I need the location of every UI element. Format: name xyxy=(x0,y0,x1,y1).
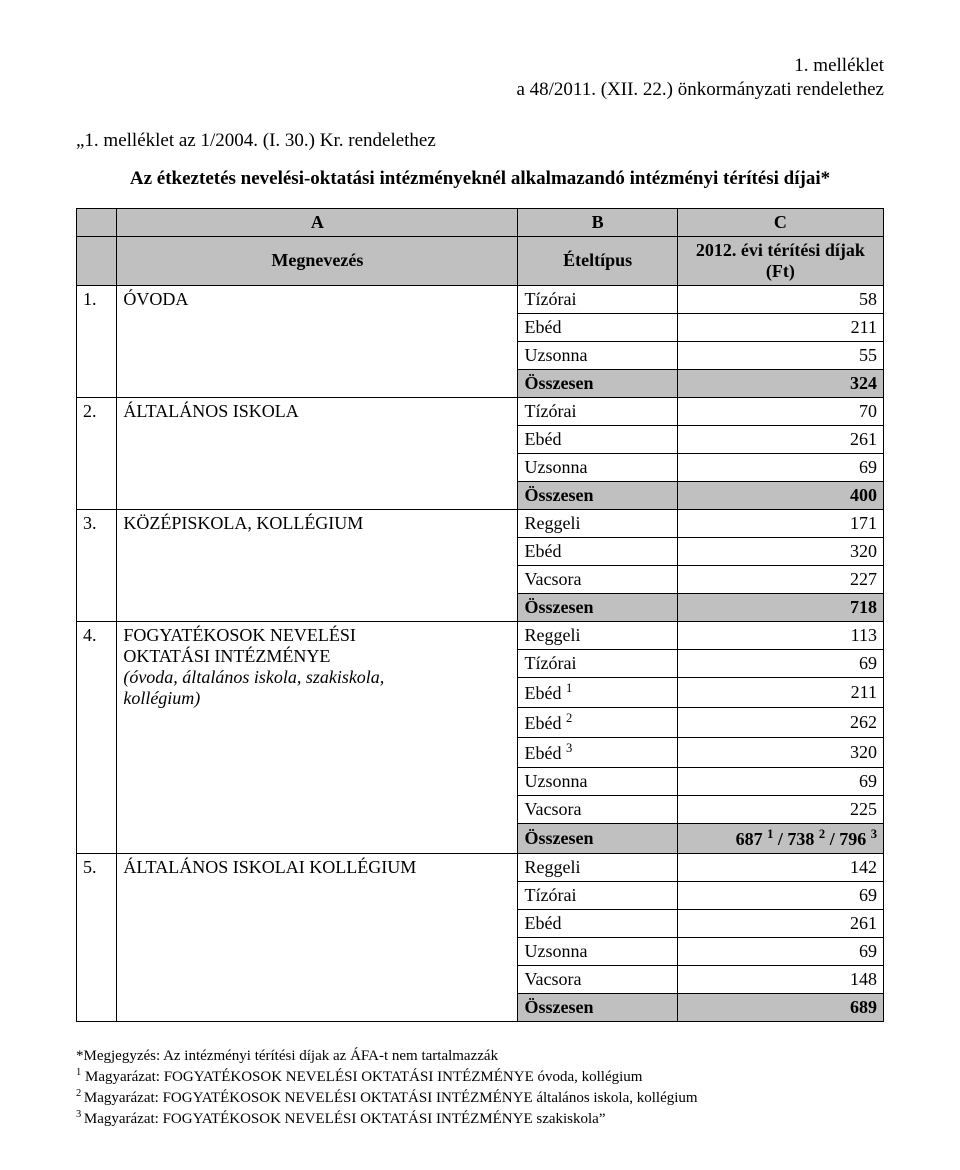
section-number: 5. xyxy=(77,853,117,1021)
meal-type: Uzsonna xyxy=(518,767,677,795)
meal-value: 70 xyxy=(677,397,883,425)
section-name: ÓVODA xyxy=(117,285,518,397)
table-header-letters: A B C xyxy=(77,208,884,236)
meal-type: Uzsonna xyxy=(518,937,677,965)
meal-type: Ebéd xyxy=(518,425,677,453)
fee-table: A B C Megnevezés Ételtípus 2012. évi tér… xyxy=(76,208,884,1022)
meal-value: 211 xyxy=(677,313,883,341)
meal-value: 320 xyxy=(677,537,883,565)
meal-type: Reggeli xyxy=(518,509,677,537)
section-name: FOGYATÉKOSOK NEVELÉSI OKTATÁSI INTÉZMÉNY… xyxy=(117,621,518,853)
meal-type: Ebéd 3 xyxy=(518,737,677,767)
meal-value: 261 xyxy=(677,909,883,937)
meal-value: 320 xyxy=(677,737,883,767)
sum-value: 718 xyxy=(677,593,883,621)
footnote-1: 1 Magyarázat: FOGYATÉKOSOK NEVELÉSI OKTA… xyxy=(76,1066,884,1087)
section-name: KÖZÉPISKOLA, KOLLÉGIUM xyxy=(117,509,518,621)
header-value: 2012. évi térítési díjak (Ft) xyxy=(677,236,883,285)
sum-label: Összesen xyxy=(518,993,677,1021)
meal-value: 261 xyxy=(677,425,883,453)
table-header-labels: Megnevezés Ételtípus 2012. évi térítési … xyxy=(77,236,884,285)
section-number: 2. xyxy=(77,397,117,509)
footnote-2: 2 Magyarázat: FOGYATÉKOSOK NEVELÉSI OKTA… xyxy=(76,1087,884,1108)
section-name: ÁLTALÁNOS ISKOLAI KOLLÉGIUM xyxy=(117,853,518,1021)
section-number: 3. xyxy=(77,509,117,621)
document-page: 1. melléklet a 48/2011. (XII. 22.) önkor… xyxy=(0,0,960,1170)
sum-value: 689 xyxy=(677,993,883,1021)
meal-value: 171 xyxy=(677,509,883,537)
sum-label: Összesen xyxy=(518,369,677,397)
sum-label: Összesen xyxy=(518,593,677,621)
footnotes: *Megjegyzés: Az intézményi térítési díja… xyxy=(76,1046,884,1130)
meal-type: Reggeli xyxy=(518,621,677,649)
section-name: ÁLTALÁNOS ISKOLA xyxy=(117,397,518,509)
section-name-line: OKTATÁSI INTÉZMÉNYE xyxy=(123,646,330,666)
meal-type: Vacsora xyxy=(518,565,677,593)
meal-type: Tízórai xyxy=(518,285,677,313)
meal-value: 227 xyxy=(677,565,883,593)
section-name-line: (óvoda, általános iskola, szakiskola, xyxy=(123,667,384,687)
document-title: Az étkeztetés nevelési-oktatási intézmén… xyxy=(76,168,884,190)
meal-value: 69 xyxy=(677,881,883,909)
sum-value: 324 xyxy=(677,369,883,397)
meal-type: Uzsonna xyxy=(518,341,677,369)
meal-type: Uzsonna xyxy=(518,453,677,481)
table-row: 4. FOGYATÉKOSOK NEVELÉSI OKTATÁSI INTÉZM… xyxy=(77,621,884,649)
meal-value: 113 xyxy=(677,621,883,649)
section-name-line: kollégium) xyxy=(123,688,200,708)
footnote-main: *Megjegyzés: Az intézményi térítési díja… xyxy=(76,1046,884,1066)
col-letter-b: B xyxy=(518,208,677,236)
section-number: 1. xyxy=(77,285,117,397)
meal-type: Tízórai xyxy=(518,397,677,425)
meal-value: 148 xyxy=(677,965,883,993)
header-name: Megnevezés xyxy=(117,236,518,285)
table-row: 3. KÖZÉPISKOLA, KOLLÉGIUM Reggeli 171 xyxy=(77,509,884,537)
table-row: 2. ÁLTALÁNOS ISKOLA Tízórai 70 xyxy=(77,397,884,425)
meal-type: Ebéd 2 xyxy=(518,707,677,737)
col-letter-c: C xyxy=(677,208,883,236)
meal-value: 69 xyxy=(677,453,883,481)
document-title-text: Az étkeztetés nevelési-oktatási intézmén… xyxy=(130,168,830,189)
footnote-3: 3 Magyarázat: FOGYATÉKOSOK NEVELÉSI OKTA… xyxy=(76,1108,884,1129)
sum-label: Összesen xyxy=(518,481,677,509)
header-type: Ételtípus xyxy=(518,236,677,285)
quote-reference: „1. melléklet az 1/2004. (I. 30.) Kr. re… xyxy=(76,130,884,152)
sum-value: 687 1 / 738 2 / 796 3 xyxy=(677,823,883,853)
sum-label: Összesen xyxy=(518,823,677,853)
meal-type: Ebéd xyxy=(518,909,677,937)
meal-type: Tízórai xyxy=(518,649,677,677)
meal-value: 69 xyxy=(677,767,883,795)
sum-value: 400 xyxy=(677,481,883,509)
meal-type: Ebéd 1 xyxy=(518,677,677,707)
meal-value: 58 xyxy=(677,285,883,313)
meal-value: 55 xyxy=(677,341,883,369)
col-letter-a: A xyxy=(117,208,518,236)
meal-value: 69 xyxy=(677,649,883,677)
meal-value: 69 xyxy=(677,937,883,965)
meal-value: 211 xyxy=(677,677,883,707)
table-row: 1. ÓVODA Tízórai 58 xyxy=(77,285,884,313)
table-row: 5. ÁLTALÁNOS ISKOLAI KOLLÉGIUM Reggeli 1… xyxy=(77,853,884,881)
meal-value: 225 xyxy=(677,795,883,823)
meal-value: 262 xyxy=(677,707,883,737)
section-name-line: FOGYATÉKOSOK NEVELÉSI xyxy=(123,625,356,645)
meal-type: Reggeli xyxy=(518,853,677,881)
meal-type: Ebéd xyxy=(518,537,677,565)
attachment-header: 1. melléklet a 48/2011. (XII. 22.) önkor… xyxy=(76,54,884,102)
attachment-line-1: 1. melléklet xyxy=(76,54,884,78)
meal-type: Vacsora xyxy=(518,795,677,823)
meal-value: 142 xyxy=(677,853,883,881)
meal-type: Ebéd xyxy=(518,313,677,341)
attachment-line-2: a 48/2011. (XII. 22.) önkormányzati rend… xyxy=(76,78,884,102)
meal-type: Vacsora xyxy=(518,965,677,993)
meal-type: Tízórai xyxy=(518,881,677,909)
section-number: 4. xyxy=(77,621,117,853)
